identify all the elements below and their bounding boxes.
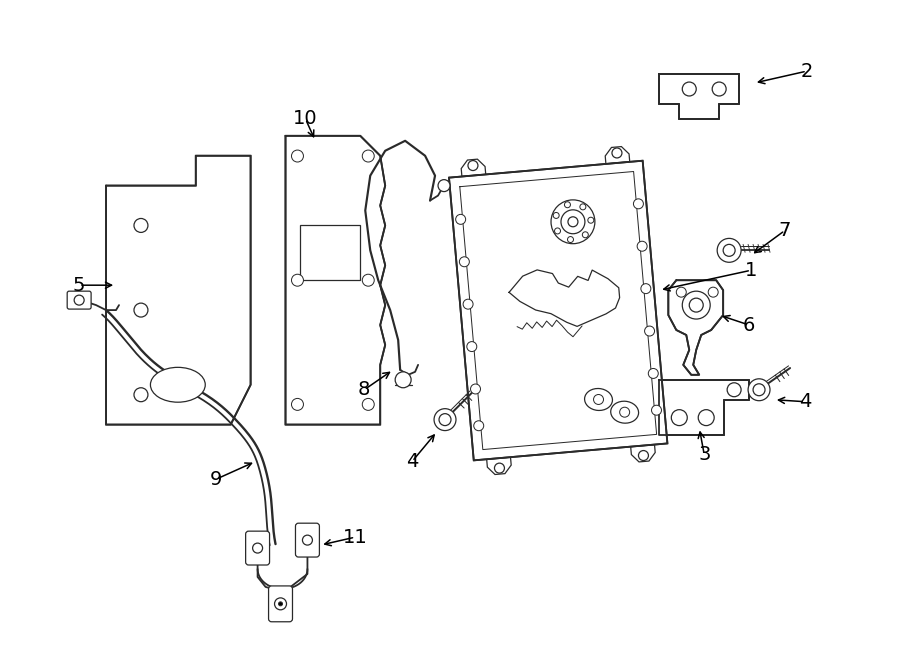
Circle shape xyxy=(620,407,630,417)
FancyBboxPatch shape xyxy=(246,531,270,565)
Text: 4: 4 xyxy=(406,452,419,471)
Polygon shape xyxy=(660,74,739,119)
Circle shape xyxy=(676,287,687,297)
Circle shape xyxy=(455,214,465,224)
Circle shape xyxy=(134,388,148,402)
Polygon shape xyxy=(285,136,385,424)
Circle shape xyxy=(712,82,726,96)
Text: 9: 9 xyxy=(210,470,222,489)
Circle shape xyxy=(363,274,374,286)
Circle shape xyxy=(467,342,477,352)
Circle shape xyxy=(580,204,586,210)
Text: 6: 6 xyxy=(742,315,755,334)
Polygon shape xyxy=(106,156,250,424)
Circle shape xyxy=(698,410,715,426)
Circle shape xyxy=(753,384,765,396)
Circle shape xyxy=(278,602,283,606)
Polygon shape xyxy=(631,445,655,462)
Circle shape xyxy=(727,383,741,397)
Circle shape xyxy=(74,295,84,305)
Bar xyxy=(301,225,360,280)
Ellipse shape xyxy=(585,389,613,410)
Circle shape xyxy=(554,212,559,218)
Circle shape xyxy=(568,237,573,243)
Circle shape xyxy=(134,219,148,233)
Ellipse shape xyxy=(611,401,639,423)
Circle shape xyxy=(464,299,473,309)
Circle shape xyxy=(302,535,312,545)
Circle shape xyxy=(634,199,643,209)
Polygon shape xyxy=(535,177,635,260)
Circle shape xyxy=(459,256,470,267)
Text: 11: 11 xyxy=(343,527,368,547)
Circle shape xyxy=(748,379,770,401)
Circle shape xyxy=(717,239,741,262)
Ellipse shape xyxy=(150,368,205,402)
Circle shape xyxy=(637,241,647,251)
Circle shape xyxy=(471,384,481,394)
Circle shape xyxy=(292,399,303,410)
Circle shape xyxy=(588,217,594,223)
Polygon shape xyxy=(461,159,486,176)
Polygon shape xyxy=(503,338,562,387)
Circle shape xyxy=(708,287,718,297)
Polygon shape xyxy=(499,397,567,443)
Circle shape xyxy=(551,200,595,244)
Polygon shape xyxy=(605,147,630,164)
Text: 7: 7 xyxy=(778,221,791,240)
Circle shape xyxy=(638,451,648,461)
Text: 1: 1 xyxy=(745,260,757,280)
Text: 5: 5 xyxy=(73,276,86,295)
Circle shape xyxy=(644,326,654,336)
Circle shape xyxy=(363,150,374,162)
Circle shape xyxy=(253,543,263,553)
Circle shape xyxy=(648,368,658,379)
Circle shape xyxy=(593,395,604,405)
Circle shape xyxy=(689,298,703,312)
Circle shape xyxy=(473,421,483,431)
Circle shape xyxy=(468,161,478,171)
Text: 10: 10 xyxy=(293,109,318,128)
Circle shape xyxy=(564,202,571,208)
Circle shape xyxy=(682,82,697,96)
Circle shape xyxy=(612,148,622,158)
Circle shape xyxy=(292,274,303,286)
Circle shape xyxy=(438,180,450,192)
Circle shape xyxy=(582,232,589,238)
Circle shape xyxy=(434,408,456,430)
Circle shape xyxy=(363,399,374,410)
Polygon shape xyxy=(487,457,511,475)
Circle shape xyxy=(671,410,688,426)
Circle shape xyxy=(554,228,561,234)
Circle shape xyxy=(561,210,585,234)
Circle shape xyxy=(395,372,411,388)
Text: 3: 3 xyxy=(698,445,710,464)
Circle shape xyxy=(274,598,286,610)
Circle shape xyxy=(641,284,651,293)
Circle shape xyxy=(292,150,303,162)
Circle shape xyxy=(439,414,451,426)
Circle shape xyxy=(494,463,504,473)
Polygon shape xyxy=(449,161,668,460)
Polygon shape xyxy=(660,380,749,434)
Circle shape xyxy=(682,291,710,319)
FancyBboxPatch shape xyxy=(68,291,91,309)
Text: 8: 8 xyxy=(358,380,371,399)
Circle shape xyxy=(134,303,148,317)
FancyBboxPatch shape xyxy=(295,524,319,557)
Text: 2: 2 xyxy=(801,61,813,81)
Circle shape xyxy=(724,245,735,256)
Polygon shape xyxy=(669,280,724,375)
Circle shape xyxy=(568,217,578,227)
Circle shape xyxy=(652,405,662,415)
Text: 4: 4 xyxy=(798,392,811,411)
FancyBboxPatch shape xyxy=(268,586,292,622)
